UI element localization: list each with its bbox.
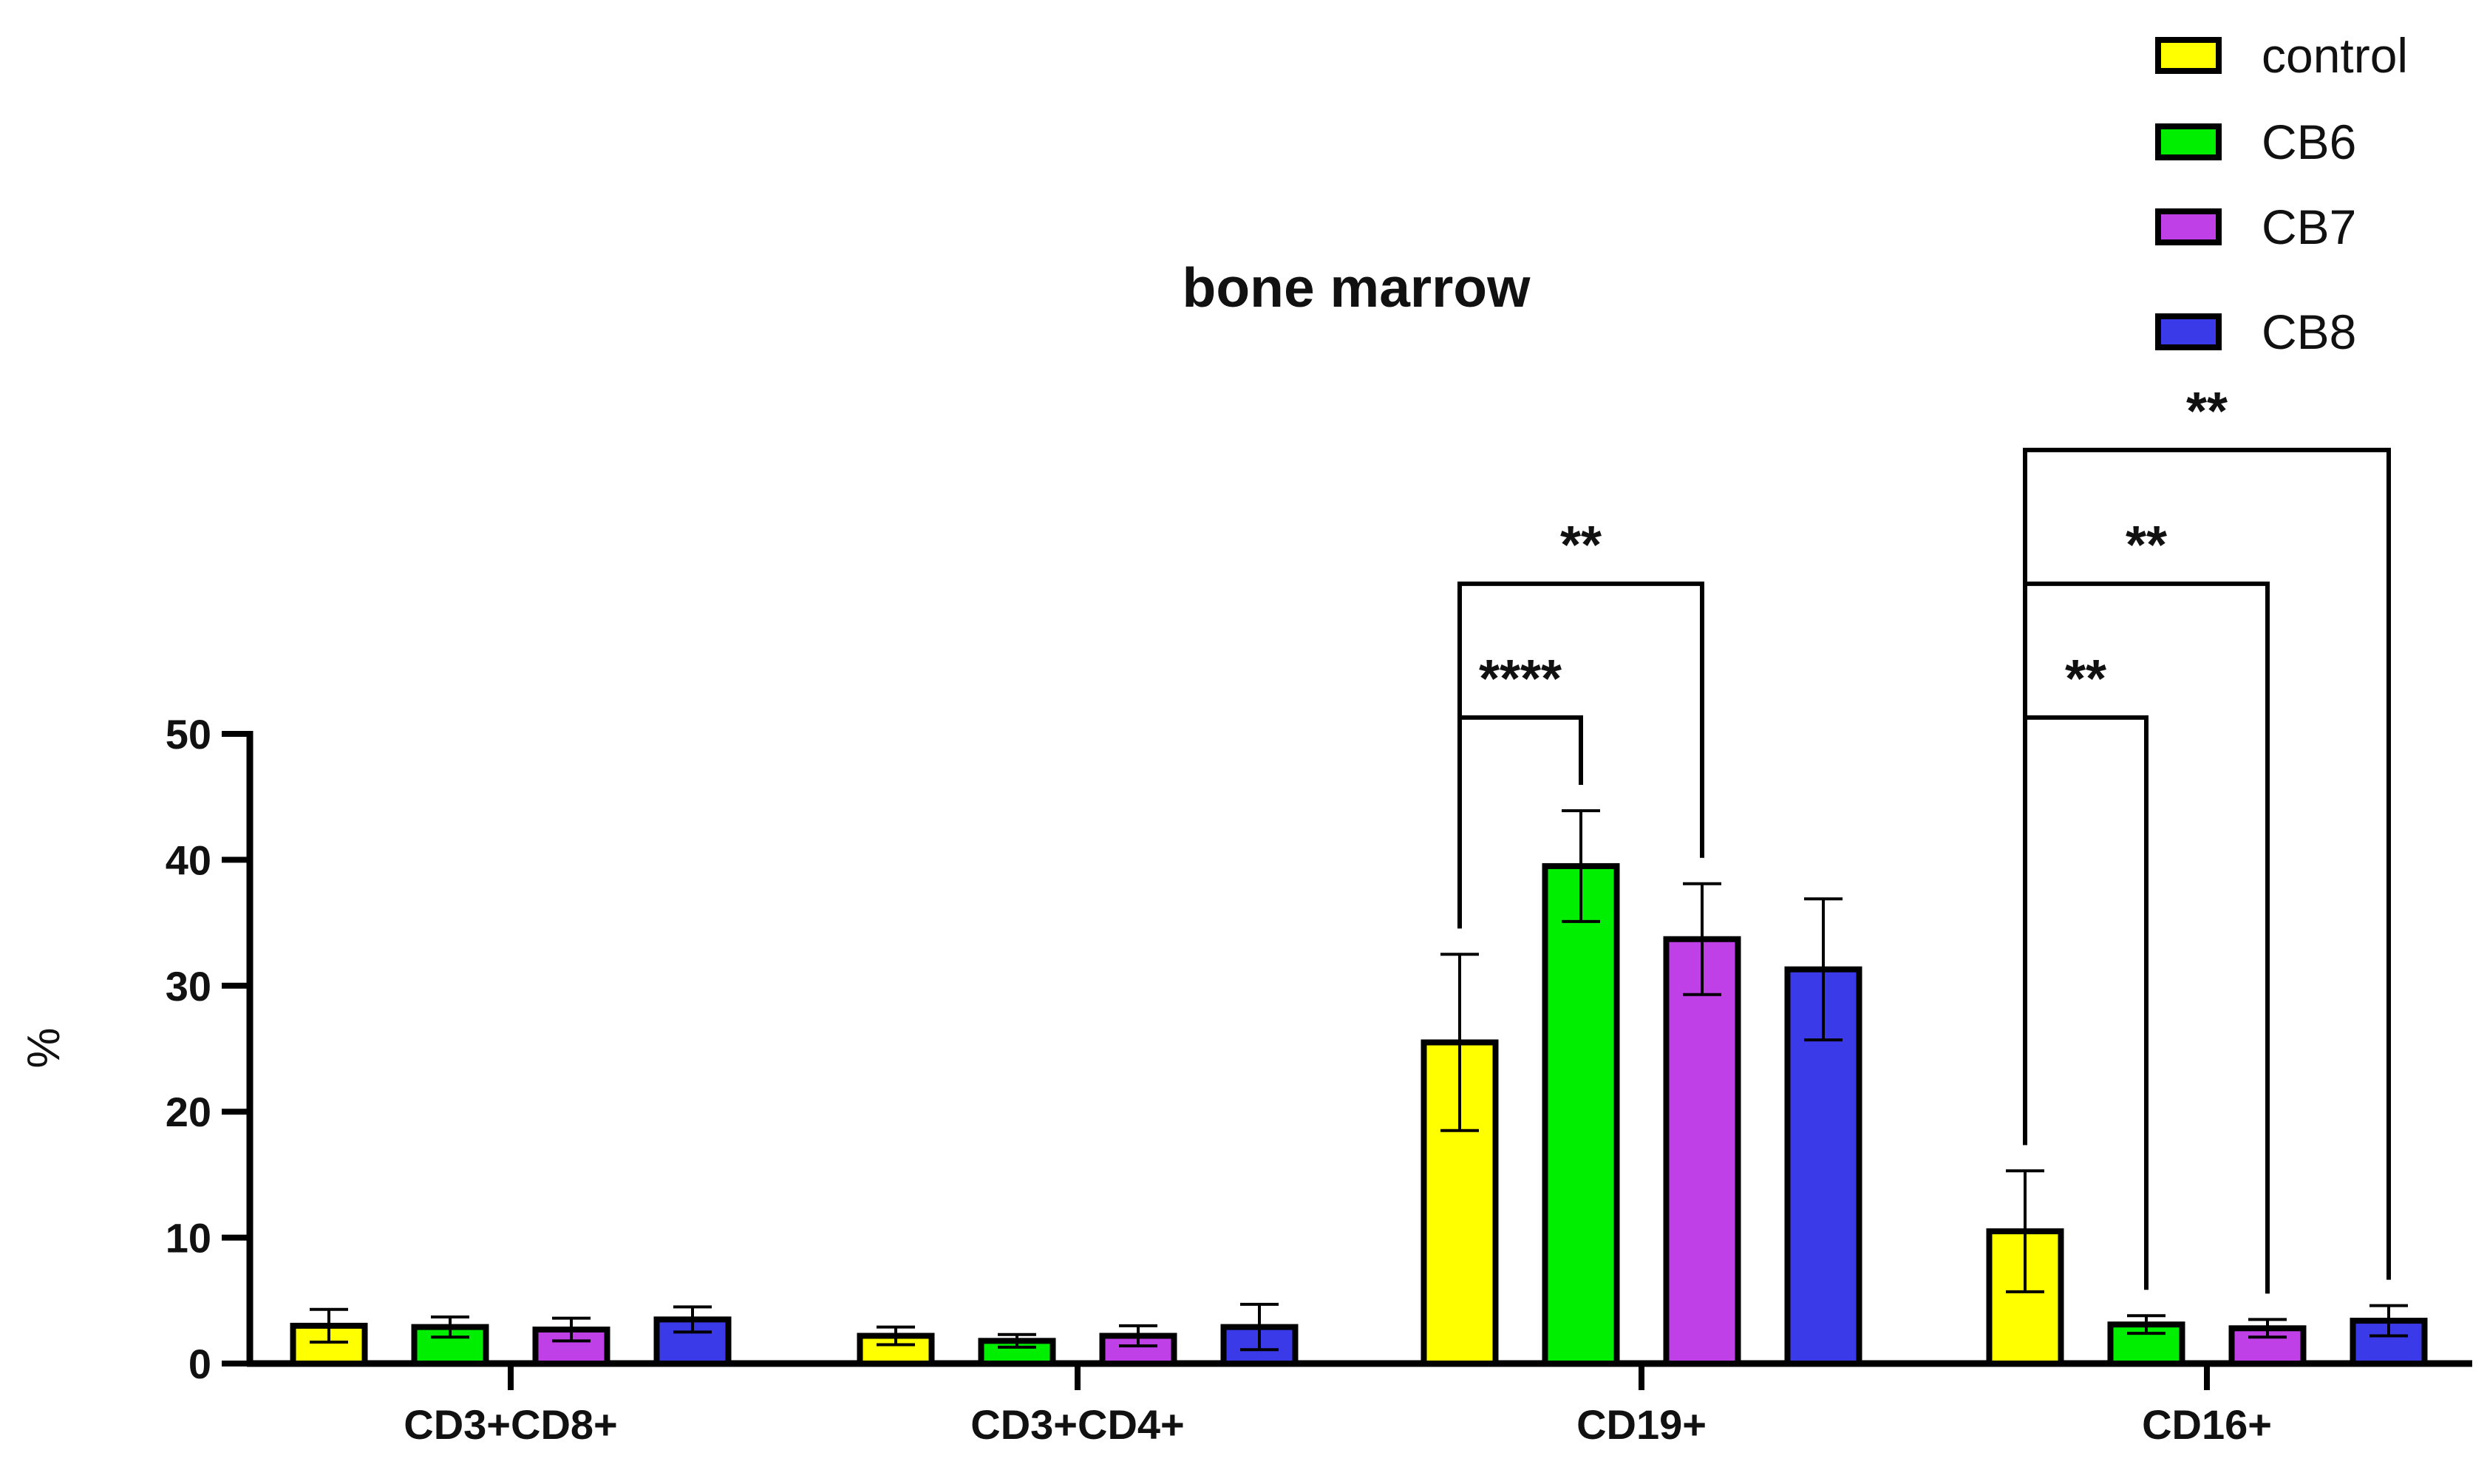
bar-cb7-cd16 — [2228, 1325, 2307, 1366]
legend-label-cb8: CB8 — [2262, 304, 2356, 359]
y-tick-label-30: 30 — [166, 963, 211, 1010]
y-tick-label-40: 40 — [166, 837, 211, 883]
significance-bracket-cd16-control-vs-cb8 — [2023, 447, 2391, 1280]
bar-cb7-cd19 — [1663, 936, 1741, 1366]
legend-swatch-cb8 — [2155, 313, 2222, 350]
error-bar-control-cd3-cd4 — [877, 1325, 915, 1347]
y-tick-label-50: 50 — [166, 711, 211, 758]
error-bar-cb6-cd16 — [2127, 1314, 2166, 1335]
significance-bracket-cd19-control-vs-cb7 — [1457, 581, 1704, 929]
significance-label-cd19-cb7: ** — [1560, 516, 1602, 575]
y-axis-label: % — [18, 1027, 69, 1068]
error-bar-cb8-cd16 — [2369, 1304, 2408, 1338]
y-tick-label-0: 0 — [188, 1341, 211, 1387]
bar-cb6-cd19 — [1542, 862, 1620, 1367]
x-tick-label-cd16: CD16+ — [2142, 1401, 2272, 1448]
legend-label-cb7: CB7 — [2262, 200, 2356, 254]
legend-label-control: control — [2262, 28, 2408, 83]
legend-swatch-cb7 — [2155, 208, 2222, 245]
error-bar-cb6-cd3-cd4 — [998, 1332, 1036, 1349]
error-bar-cb8-cd3-cd4 — [1240, 1302, 1279, 1352]
legend-swatch-control — [2155, 37, 2222, 74]
significance-label-cd16-cb6: ** — [2065, 650, 2106, 709]
error-bar-cb7-cd3-cd4 — [1119, 1324, 1157, 1348]
legend-label-cb6: CB6 — [2262, 115, 2356, 169]
x-tick-label-cd3-cd8: CD3+CD8+ — [404, 1401, 617, 1448]
error-bar-cb7-cd19 — [1683, 882, 1721, 996]
error-bar-cb7-cd16 — [2248, 1318, 2287, 1339]
legend-swatch-cb6 — [2155, 123, 2222, 160]
error-bar-cb8-cd3-cd8 — [673, 1305, 712, 1334]
significance-bracket-cd16-control-vs-cb6 — [2023, 715, 2149, 1290]
significance-label-cd19-cb6: **** — [1479, 650, 1562, 709]
error-bar-cb6-cd19 — [1562, 809, 1600, 923]
significance-label-cd16-cb7: ** — [2126, 516, 2167, 575]
y-tick-label-20: 20 — [166, 1089, 211, 1135]
error-bar-control-cd3-cd8 — [310, 1307, 348, 1344]
significance-label-cd16-cb8: ** — [2186, 382, 2228, 441]
error-bar-cb6-cd3-cd8 — [431, 1315, 469, 1339]
y-tick-label-10: 10 — [166, 1215, 211, 1262]
x-tick-label-cd19: CD19+ — [1576, 1401, 1707, 1448]
error-bar-cb8-cd19 — [1804, 897, 1843, 1042]
chart-title: bone marrow — [1183, 256, 1531, 319]
error-bar-cb7-cd3-cd8 — [552, 1316, 591, 1343]
error-bar-control-cd16 — [2006, 1169, 2044, 1293]
x-tick-label-cd3-cd4: CD3+CD4+ — [970, 1401, 1184, 1448]
error-bar-control-cd19 — [1440, 953, 1479, 1132]
